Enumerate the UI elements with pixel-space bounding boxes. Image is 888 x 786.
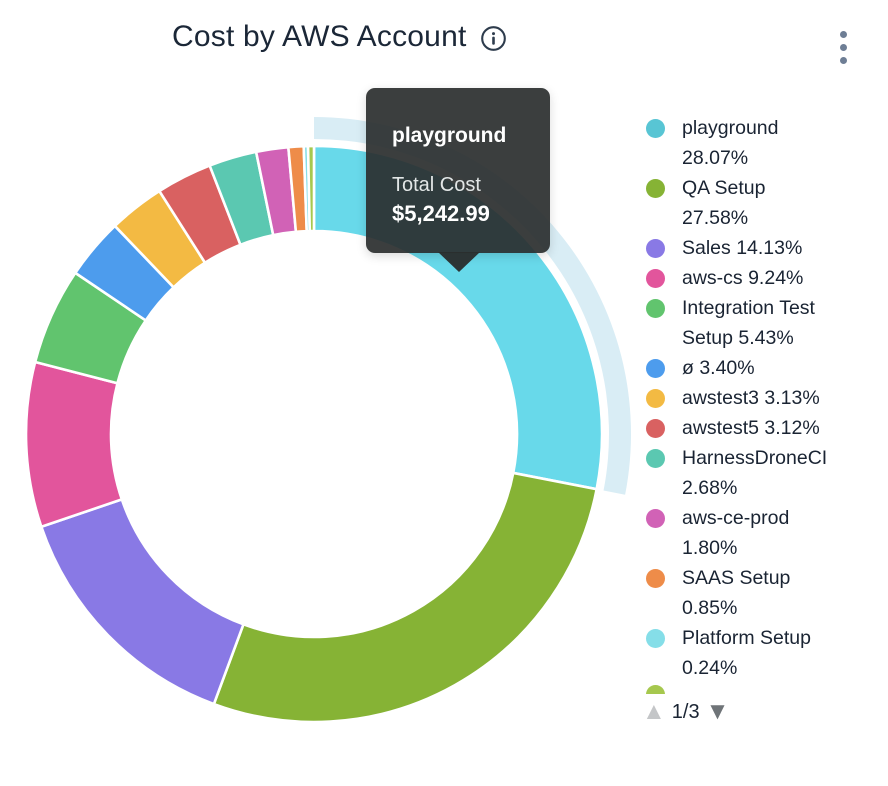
donut-slice-aws-cs[interactable] [24,360,124,529]
legend-swatch-clipped [646,685,665,694]
chart-header: Cost by AWS Account [172,20,507,54]
chart-tooltip: playground Total Cost $5,242.99 [366,88,550,272]
legend-swatch [646,119,665,138]
legend-label: Sales 14.13% [682,237,803,259]
legend-item-QA Setup[interactable]: QA Setup 27.58% [646,173,876,233]
legend-page-up-icon[interactable]: ▲ [642,698,666,725]
legend-item-ø[interactable]: ø 3.40% [646,353,876,383]
legend-swatch [646,389,665,408]
legend-label: awstest5 3.12% [682,417,820,439]
kebab-menu-icon[interactable] [838,29,849,66]
legend-item-Platform Setup[interactable]: Platform Setup 0.24% [646,623,876,683]
donut-slice-other[interactable] [306,144,316,233]
legend-swatch [646,449,665,468]
legend-item-aws-ce-prod[interactable]: aws-ce-prod 1.80% [646,503,876,563]
legend-label: Platform Setup 0.24% [682,627,811,679]
kebab-dot [840,57,847,64]
legend-label: QA Setup 27.58% [682,177,766,229]
legend-swatch [646,629,665,648]
legend-label: Integration Test Setup 5.43% [682,297,815,349]
legend-item-Integration Test Setup[interactable]: Integration Test Setup 5.43% [646,293,876,353]
legend-label: ø 3.40% [682,357,755,379]
legend-label: playground 28.07% [682,117,779,169]
legend-swatch [646,509,665,528]
chart-title: Cost by AWS Account [172,20,467,53]
tooltip-metric-label: Total Cost [392,174,481,196]
legend-item-SAAS Setup[interactable]: SAAS Setup 0.85% [646,563,876,623]
legend-items: playground 28.07% QA Setup 27.58% Sales 14… [646,113,876,683]
legend-swatch [646,179,665,198]
legend-swatch [646,239,665,258]
legend-item-awstest5[interactable]: awstest5 3.12% [646,413,876,443]
donut-slice-Sales[interactable] [40,498,245,706]
kebab-dot [840,31,847,38]
legend-swatch [646,299,665,318]
legend-label: HarnessDroneCI 2.68% [682,447,828,499]
info-icon[interactable] [480,25,507,52]
legend-item-HarnessDroneCI[interactable]: HarnessDroneCI 2.68% [646,443,876,503]
tooltip-metric-value: $5,242.99 [392,201,490,226]
chart-legend: playground 28.07% QA Setup 27.58% Sales 14… [642,113,876,724]
legend-item-awstest3[interactable]: awstest3 3.13% [646,383,876,413]
legend-pager: ▲ 1/3 ▼ [642,700,876,724]
legend-next-item-peek [646,685,665,694]
legend-item-aws-cs[interactable]: aws-cs 9.24% [646,263,876,293]
legend-swatch [646,359,665,378]
legend-item-playground[interactable]: playground 28.07% [646,113,876,173]
legend-label: aws-ce-prod 1.80% [682,507,790,559]
legend-page-indicator: 1/3 [671,700,700,723]
legend-label: aws-cs 9.24% [682,267,804,289]
legend-page-down-icon[interactable]: ▼ [705,698,730,725]
legend-swatch [646,569,665,588]
donut-slice-QA Setup[interactable] [212,471,598,724]
kebab-dot [840,44,847,51]
legend-label: awstest3 3.13% [682,387,820,409]
tooltip-series-name: playground [392,124,507,147]
legend-swatch [646,419,665,438]
donut-chart [24,117,631,724]
legend-label: SAAS Setup 0.85% [682,567,791,619]
legend-item-Sales[interactable]: Sales 14.13% [646,233,876,263]
legend-swatch [646,269,665,288]
